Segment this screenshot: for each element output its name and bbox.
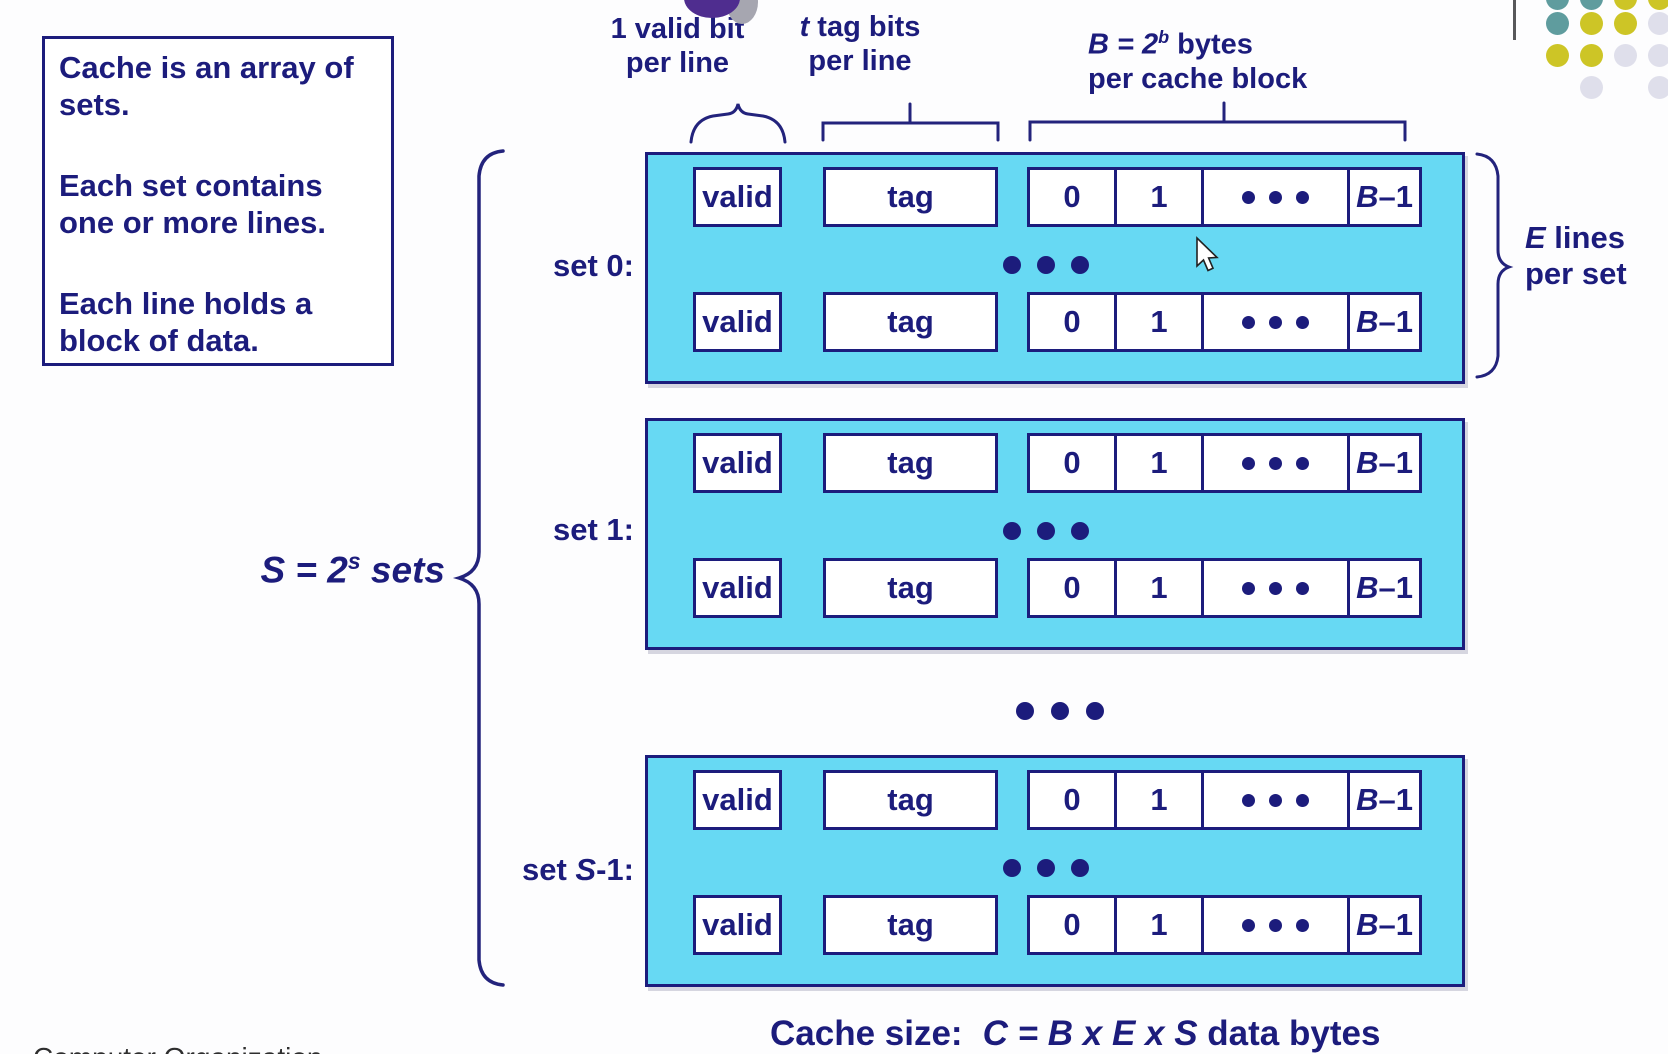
cache-description-box: Cache is an array of sets. Each set cont…: [42, 36, 394, 366]
decor-dot-teal: [1546, 0, 1569, 10]
description-paragraph: Each set contains one or more lines.: [59, 168, 327, 240]
set-0-label: set 0:: [553, 248, 634, 283]
block-bytes-row: 0 1 B –1: [1027, 433, 1422, 493]
byte-1-cell: 1: [1114, 436, 1201, 490]
valid-cell: valid: [693, 433, 782, 493]
block-bytes-row: 0 1 B –1: [1027, 292, 1422, 352]
block-bytes-row: 0 1 B –1: [1027, 558, 1422, 618]
decor-dot-yellow: [1580, 12, 1603, 35]
ellipsis-dots-icon: [1242, 190, 1309, 204]
decor-dot-yellow: [1614, 0, 1637, 10]
byte-ellipsis-cell: [1201, 295, 1347, 349]
more-lines-ellipsis-icon: [1003, 859, 1089, 877]
lines-per-set-label: E lines per set: [1525, 220, 1627, 291]
tag-cell: tag: [823, 895, 998, 955]
byte-ellipsis-cell: [1201, 773, 1347, 827]
byte-1-cell: 1: [1114, 898, 1201, 952]
tag-cell: tag: [823, 433, 998, 493]
valid-cell: valid: [693, 292, 782, 352]
ellipsis-dots-icon: [1242, 793, 1309, 807]
valid-cell: valid: [693, 167, 782, 227]
byte-0-cell: 0: [1063, 304, 1081, 339]
block-bytes-row: 0 1 B –1: [1027, 895, 1422, 955]
ellipsis-dots-icon: [1242, 581, 1309, 595]
byte-0-cell: 0: [1063, 445, 1081, 480]
byte-1-cell: 1: [1114, 295, 1201, 349]
more-lines-ellipsis-icon: [1003, 256, 1089, 274]
byte-0-cell: 0: [1063, 782, 1081, 817]
valid-cell: valid: [693, 558, 782, 618]
decor-dot-yellow: [1580, 44, 1603, 67]
valid-cell: valid: [693, 895, 782, 955]
byte-last-cell: B –1: [1347, 295, 1419, 349]
description-paragraph: Cache is an array of sets.: [59, 50, 354, 122]
tag-cell: tag: [823, 770, 998, 830]
byte-last-cell: B –1: [1347, 561, 1419, 615]
byte-ellipsis-cell: [1201, 561, 1347, 615]
byte-last-cell: B –1: [1347, 436, 1419, 490]
block-bytes-row: 0 1 B –1: [1027, 770, 1422, 830]
byte-ellipsis-cell: [1201, 898, 1347, 952]
byte-0-cell: 0: [1063, 570, 1081, 605]
decor-dot-yellow: [1546, 44, 1569, 67]
more-lines-ellipsis-icon: [1003, 522, 1089, 540]
byte-last-cell: B –1: [1347, 898, 1419, 952]
header-divider-line: [1513, 0, 1516, 40]
block-bytes-column-label: B = 2b bytes per cache block: [1088, 27, 1308, 95]
course-footer: Computer Organization: [33, 1042, 322, 1054]
ellipsis-dots-icon: [1242, 315, 1309, 329]
byte-0-cell: 0: [1063, 179, 1081, 214]
set-1-box: valid tag 0 1 B –1 valid tag 0 1 B –1: [645, 418, 1465, 650]
tag-cell: tag: [823, 558, 998, 618]
block-bytes-row: 0 1 B –1: [1027, 167, 1422, 227]
decor-dot-lavender: [1648, 44, 1668, 67]
byte-1-cell: 1: [1114, 561, 1201, 615]
more-sets-ellipsis-icon: [1016, 702, 1104, 720]
decor-dot-lavender: [1614, 44, 1637, 67]
set-1-label: set 1:: [553, 512, 634, 547]
decor-dot-lavender: [1648, 12, 1668, 35]
decor-dot-teal: [1580, 0, 1603, 10]
valid-cell: valid: [693, 770, 782, 830]
tag-cell: tag: [823, 292, 998, 352]
byte-1-cell: 1: [1114, 170, 1201, 224]
set-s-minus-1-label: set S-1:: [522, 852, 634, 887]
byte-1-cell: 1: [1114, 773, 1201, 827]
byte-ellipsis-cell: [1201, 170, 1347, 224]
ellipsis-dots-icon: [1242, 918, 1309, 932]
valid-column-brace: [689, 103, 787, 144]
set-0-box: valid tag 0 1 B –1 valid tag 0 1 B –1: [645, 152, 1465, 384]
tag-bits-column-label: t tag bits per line: [799, 11, 921, 77]
decor-dot-lavender: [1580, 76, 1603, 99]
valid-bit-column-label: 1 valid bit per line: [610, 13, 745, 79]
num-sets-formula: S = 2s sets: [260, 548, 445, 591]
set-s-minus-1-box: valid tag 0 1 B –1 valid tag 0 1 B –1: [645, 755, 1465, 987]
lines-per-set-brace: [1475, 152, 1514, 379]
byte-ellipsis-cell: [1201, 436, 1347, 490]
byte-0-cell: 0: [1063, 907, 1081, 942]
cache-size-formula: Cache size: C = B x E x S data bytes: [770, 1014, 1381, 1053]
ellipsis-dots-icon: [1242, 456, 1309, 470]
decor-dot-lavender: [1648, 76, 1668, 99]
tag-column-bracket: [821, 102, 1000, 142]
decor-dot-yellow: [1614, 12, 1637, 35]
byte-last-cell: B –1: [1347, 773, 1419, 827]
decor-dot-yellow: [1648, 0, 1668, 10]
description-paragraph: Each line holds a block of data.: [59, 286, 313, 358]
tag-cell: tag: [823, 167, 998, 227]
decor-dot-teal: [1546, 12, 1569, 35]
byte-last-cell: B –1: [1347, 170, 1419, 224]
block-columns-bracket: [1028, 101, 1407, 142]
